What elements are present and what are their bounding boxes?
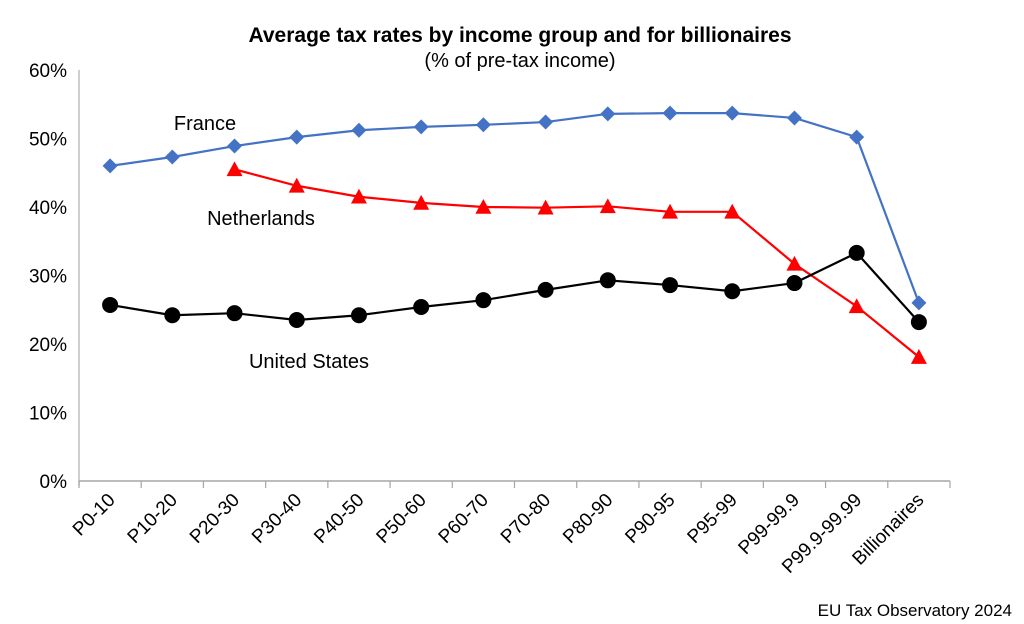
series-france — [102, 105, 927, 311]
x-tick-label: P20-30 — [186, 490, 244, 548]
data-point-united-states — [226, 305, 243, 322]
data-point-netherlands — [786, 255, 803, 271]
series-united-states — [102, 244, 927, 331]
data-point-france — [351, 122, 367, 138]
data-point-netherlands — [537, 199, 554, 215]
x-tick-label: P0-10 — [69, 490, 120, 541]
y-tick-label: 0% — [40, 472, 68, 493]
data-point-france — [475, 117, 491, 133]
source-note: EU Tax Observatory 2024 — [818, 601, 1012, 620]
data-point-netherlands — [848, 298, 865, 314]
data-point-france — [724, 105, 740, 121]
x-tick-label: P90-95 — [621, 490, 679, 548]
data-point-france — [413, 119, 429, 135]
annotation-france: France — [174, 113, 236, 135]
x-tick-label: P70-80 — [497, 490, 555, 548]
x-tick-label: P80-90 — [559, 490, 617, 548]
series-line-netherlands — [234, 168, 920, 358]
x-tick-label: P10-20 — [124, 490, 182, 548]
series-line-united-states — [109, 251, 920, 323]
data-point-france — [289, 129, 305, 145]
data-point-netherlands — [288, 177, 305, 193]
data-point-france — [538, 114, 554, 130]
data-point-united-states — [413, 299, 430, 316]
series-netherlands — [226, 161, 927, 364]
data-point-netherlands — [599, 198, 616, 214]
x-tick-label: P50-60 — [373, 490, 431, 548]
y-tick-label: 50% — [29, 130, 67, 151]
data-point-france — [786, 110, 802, 126]
data-point-france — [600, 106, 616, 122]
data-point-united-states — [910, 314, 927, 331]
chart-subtitle: (% of pre-tax income) — [424, 50, 615, 72]
annotation-netherlands: Netherlands — [207, 208, 315, 230]
y-tick-label: 40% — [29, 198, 67, 219]
data-point-united-states — [102, 296, 119, 313]
data-point-france — [662, 105, 678, 121]
annotation-united-states: United States — [249, 351, 369, 373]
data-point-france — [849, 129, 865, 145]
data-point-united-states — [164, 307, 181, 324]
x-tick-label: P40-50 — [310, 490, 368, 548]
chart-title: Average tax rates by income group and fo… — [248, 24, 791, 47]
data-point-netherlands — [413, 194, 430, 210]
data-point-netherlands — [350, 188, 367, 204]
data-point-netherlands — [662, 203, 679, 219]
series-line-france — [109, 112, 920, 304]
data-point-united-states — [537, 281, 554, 298]
data-point-france — [911, 295, 927, 311]
data-point-united-states — [350, 307, 367, 324]
data-point-united-states — [288, 312, 305, 329]
data-point-netherlands — [724, 203, 741, 219]
x-tick-label: P30-40 — [248, 490, 306, 548]
x-tick-label: P95-99 — [684, 490, 742, 548]
data-point-united-states — [475, 292, 492, 309]
data-point-netherlands — [910, 349, 927, 364]
data-point-france — [164, 149, 180, 165]
data-point-united-states — [848, 244, 865, 261]
y-tick-label: 10% — [29, 404, 67, 425]
data-point-france — [227, 138, 243, 154]
y-tick-label: 60% — [29, 61, 67, 82]
data-point-united-states — [662, 277, 679, 294]
data-point-united-states — [786, 275, 803, 292]
y-tick-label: 30% — [29, 267, 67, 288]
data-point-france — [102, 158, 118, 174]
x-tick-label: P60-70 — [435, 490, 493, 548]
data-point-netherlands — [475, 199, 492, 214]
y-tick-label: 20% — [29, 335, 67, 356]
data-point-united-states — [724, 283, 741, 300]
data-point-united-states — [599, 272, 616, 289]
data-point-netherlands — [226, 161, 243, 177]
